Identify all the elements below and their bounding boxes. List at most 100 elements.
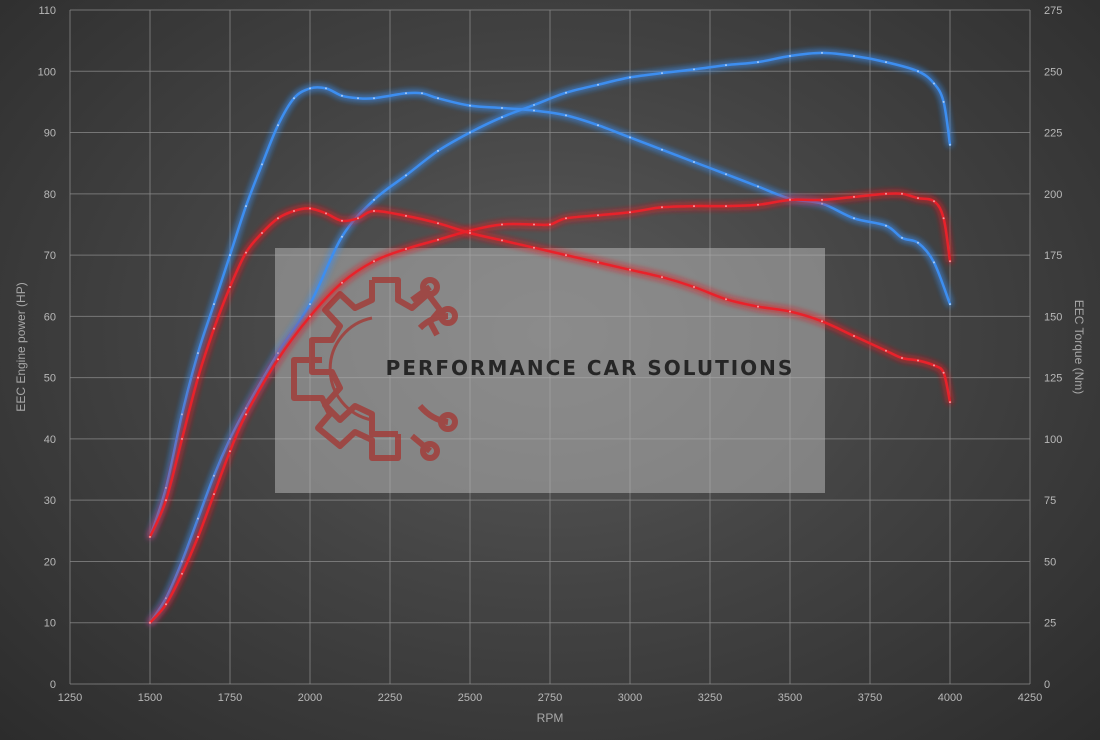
data-point [853, 195, 855, 198]
data-point [942, 217, 945, 220]
data-point [341, 219, 343, 222]
y-left-tick-label: 60 [44, 311, 56, 323]
data-point [229, 450, 231, 453]
data-point [821, 202, 823, 205]
data-point [949, 401, 951, 404]
data-point [341, 94, 343, 97]
data-point [725, 173, 727, 176]
x-axis-label: RPM [537, 711, 564, 725]
y-right-tick-label: 25 [1044, 618, 1056, 630]
data-point [357, 217, 359, 220]
data-point [501, 116, 503, 119]
data-point [229, 286, 231, 288]
data-point [373, 97, 375, 100]
data-point [885, 61, 887, 64]
series-4 [148, 207, 952, 539]
watermark: PERFORMANCE CAR SOLUTIONS [275, 248, 825, 493]
x-tick-label: 1750 [218, 692, 242, 704]
data-point [181, 413, 183, 416]
data-point [693, 68, 695, 71]
data-point [165, 499, 167, 502]
y-left-tick-label: 10 [44, 618, 56, 630]
data-point [277, 352, 279, 355]
data-point [213, 493, 215, 496]
data-point [373, 198, 375, 201]
data-point [901, 357, 903, 359]
data-point [501, 107, 503, 109]
data-point [341, 281, 343, 284]
data-point [213, 474, 215, 477]
data-point [933, 200, 935, 203]
data-point [341, 235, 343, 238]
data-point [901, 192, 903, 195]
data-point [693, 161, 695, 163]
data-point [165, 486, 167, 489]
data-point [597, 124, 599, 127]
y-left-tick-label: 30 [44, 495, 56, 507]
data-point [469, 229, 471, 232]
data-point [917, 241, 919, 244]
data-point [181, 560, 183, 563]
data-point [821, 51, 823, 54]
data-point [149, 621, 151, 624]
y-left-tick-label: 50 [44, 373, 56, 385]
data-point [277, 124, 279, 127]
watermark-text: PERFORMANCE CAR SOLUTIONS [386, 356, 795, 380]
data-point [245, 407, 247, 410]
data-point [245, 413, 247, 416]
y-left-tick-label: 110 [38, 5, 56, 17]
data-point [197, 535, 199, 538]
series-2 [148, 86, 952, 539]
data-point [757, 203, 759, 206]
data-point [277, 217, 279, 220]
data-point [325, 87, 327, 90]
data-point [325, 212, 327, 215]
data-point [917, 359, 919, 362]
data-point [277, 358, 279, 361]
data-point [469, 232, 471, 234]
data-point [725, 64, 727, 67]
x-tick-label: 3000 [618, 692, 642, 704]
x-tick-label: 2000 [298, 692, 322, 704]
x-tick-label: 4000 [938, 692, 962, 704]
data-point [197, 517, 199, 520]
data-point [533, 109, 535, 112]
data-point [165, 603, 167, 606]
data-point [565, 217, 567, 220]
data-point [821, 198, 823, 201]
data-point [229, 437, 231, 440]
y-left-tick-label: 100 [38, 66, 56, 78]
data-point [149, 535, 151, 538]
data-point [949, 303, 951, 306]
data-point [757, 305, 759, 308]
y-left-tick-label: 20 [44, 556, 56, 568]
data-point [725, 205, 727, 208]
data-point [357, 97, 359, 100]
data-point [309, 87, 311, 90]
series [148, 51, 952, 624]
series-line [148, 86, 952, 539]
data-point [309, 303, 311, 306]
data-point [725, 298, 727, 301]
data-point [261, 232, 263, 234]
data-point [933, 364, 935, 367]
x-tick-label: 3500 [778, 692, 802, 704]
y-right-tick-label: 125 [1044, 373, 1062, 385]
y-axis-right-label: EEC Torque (Nm) [1072, 300, 1086, 394]
data-point [597, 214, 599, 217]
x-tick-label: 2250 [378, 692, 402, 704]
data-point [693, 286, 695, 288]
y-right-tick-label: 75 [1044, 495, 1056, 507]
data-point [501, 239, 503, 242]
y-right-tick-label: 175 [1044, 250, 1062, 262]
y-right-tick-label: 100 [1044, 434, 1062, 446]
data-point [309, 315, 311, 318]
data-point [229, 254, 231, 257]
data-point [942, 100, 945, 103]
data-point [885, 192, 887, 195]
data-point [245, 251, 247, 254]
data-point [661, 206, 663, 209]
y-right-tick-label: 0 [1044, 679, 1050, 691]
data-point [213, 327, 215, 330]
data-point [165, 597, 167, 600]
